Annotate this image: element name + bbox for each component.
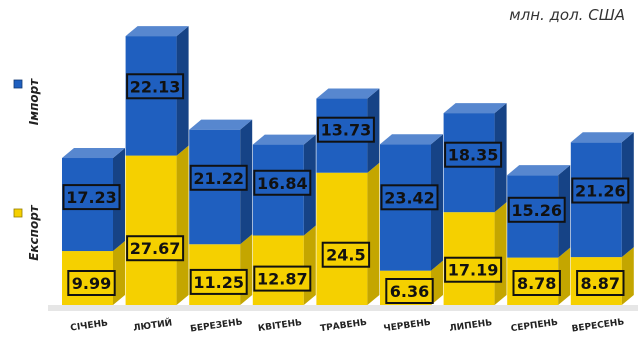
import-value-label-group: 13.73	[316, 116, 375, 143]
import-value-label: 16.84	[257, 174, 308, 193]
import-value-label: 17.23	[66, 188, 117, 207]
category-label: ВЕРЕСЕНЬ	[571, 317, 625, 334]
import-value-label: 18.35	[448, 146, 499, 165]
legend-export-marker	[13, 208, 23, 218]
bar-top	[380, 134, 443, 145]
import-value-label-box	[62, 184, 121, 211]
category-label: ЧЕРВЕНЬ	[383, 318, 431, 335]
import-value-label-group: 23.42	[380, 184, 439, 211]
bar-export-side	[367, 162, 380, 305]
export-value-label: 9.99	[72, 274, 111, 293]
export-value-label-box	[253, 265, 312, 292]
bar-export-side	[303, 225, 316, 305]
export-value-label: 27.67	[130, 239, 181, 258]
category-label: ЛЮТИЙ	[132, 316, 173, 333]
export-value-label-box	[444, 256, 503, 283]
bar-top	[507, 165, 571, 176]
export-value-label: 12.87	[257, 270, 308, 289]
category-label: КВІТЕНЬ	[257, 318, 302, 334]
export-value-label: 24.5	[326, 246, 365, 265]
unit-label: млн. дол. США	[509, 6, 625, 24]
bar-export-side	[176, 145, 189, 305]
export-value-label-group: 6.36	[385, 278, 434, 304]
import-value-label: 13.73	[321, 121, 372, 140]
legend-import-text: Імпорт	[27, 78, 41, 125]
import-value-label: 22.13	[130, 77, 181, 96]
bar-top	[316, 88, 380, 99]
export-value-label-group: 11.25	[189, 268, 248, 295]
import-value-label-box	[444, 141, 503, 168]
export-value-label-group: 8.87	[576, 270, 625, 296]
category-label: СІЧЕНЬ	[70, 318, 109, 333]
category-label: ТРАВЕНЬ	[320, 318, 368, 334]
export-value-label: 11.25	[193, 273, 244, 292]
import-value-label: 23.42	[384, 188, 435, 207]
bar-group	[125, 26, 189, 305]
import-value-label-box	[316, 116, 375, 143]
bar-top	[443, 103, 507, 114]
export-value-label-box	[576, 270, 625, 296]
export-value-label-group: 24.5	[321, 241, 371, 268]
import-value-label: 21.26	[575, 182, 626, 201]
export-value-label-group: 8.78	[512, 270, 561, 296]
export-value-label-box	[67, 270, 116, 296]
export-value-label: 17.19	[448, 261, 499, 280]
export-value-label-box	[385, 278, 434, 304]
bar-top	[125, 26, 189, 37]
import-value-label-group: 22.13	[126, 73, 185, 100]
import-value-label-box	[507, 196, 566, 223]
import-value-label-group: 21.26	[571, 177, 630, 204]
export-value-label-group: 27.67	[126, 235, 185, 262]
bar-top	[189, 119, 253, 130]
import-value-label-group: 16.84	[253, 169, 312, 196]
legend-import-marker	[13, 79, 23, 89]
import-value-label-group: 15.26	[507, 196, 566, 223]
chart-floor	[48, 305, 638, 311]
export-value-label-box	[321, 241, 371, 268]
category-label: СЕРПЕНЬ	[510, 318, 558, 335]
bar-export-side	[113, 241, 125, 305]
export-value-label: 8.78	[517, 274, 556, 293]
bar-export	[316, 172, 368, 305]
bar-top	[252, 134, 316, 145]
category-label: БЕРЕЗЕНЬ	[190, 317, 244, 334]
import-value-label-group: 17.23	[62, 184, 121, 211]
bar-export-side	[494, 202, 507, 305]
import-value-label-box	[126, 73, 185, 100]
export-value-label-group: 12.87	[253, 265, 312, 292]
import-value-label: 21.22	[193, 169, 244, 188]
import-value-label-box	[253, 169, 312, 196]
legend-export-text: Експорт	[27, 204, 41, 261]
bar-export-side	[431, 260, 443, 305]
import-value-label-group: 21.22	[189, 164, 248, 191]
bar-top	[62, 148, 125, 159]
import-value-label-box	[380, 184, 439, 211]
export-value-label-box	[126, 235, 185, 262]
import-value-label-box	[571, 177, 630, 204]
export-value-label-group: 9.99	[67, 270, 116, 296]
bar-export-side	[621, 247, 634, 305]
import-value-label-box	[189, 164, 248, 191]
bar-export-side	[558, 247, 571, 305]
export-value-label: 8.87	[581, 274, 620, 293]
import-value-label-group: 18.35	[444, 141, 503, 168]
export-value-label-group: 17.19	[444, 256, 503, 283]
export-value-label-box	[512, 270, 561, 296]
bar-top	[570, 132, 634, 143]
category-label: ЛИПЕНЬ	[449, 318, 493, 334]
export-value-label: 6.36	[390, 282, 429, 301]
export-value-label-box	[189, 268, 248, 295]
bar-export	[125, 155, 177, 305]
import-value-label: 15.26	[511, 201, 562, 220]
